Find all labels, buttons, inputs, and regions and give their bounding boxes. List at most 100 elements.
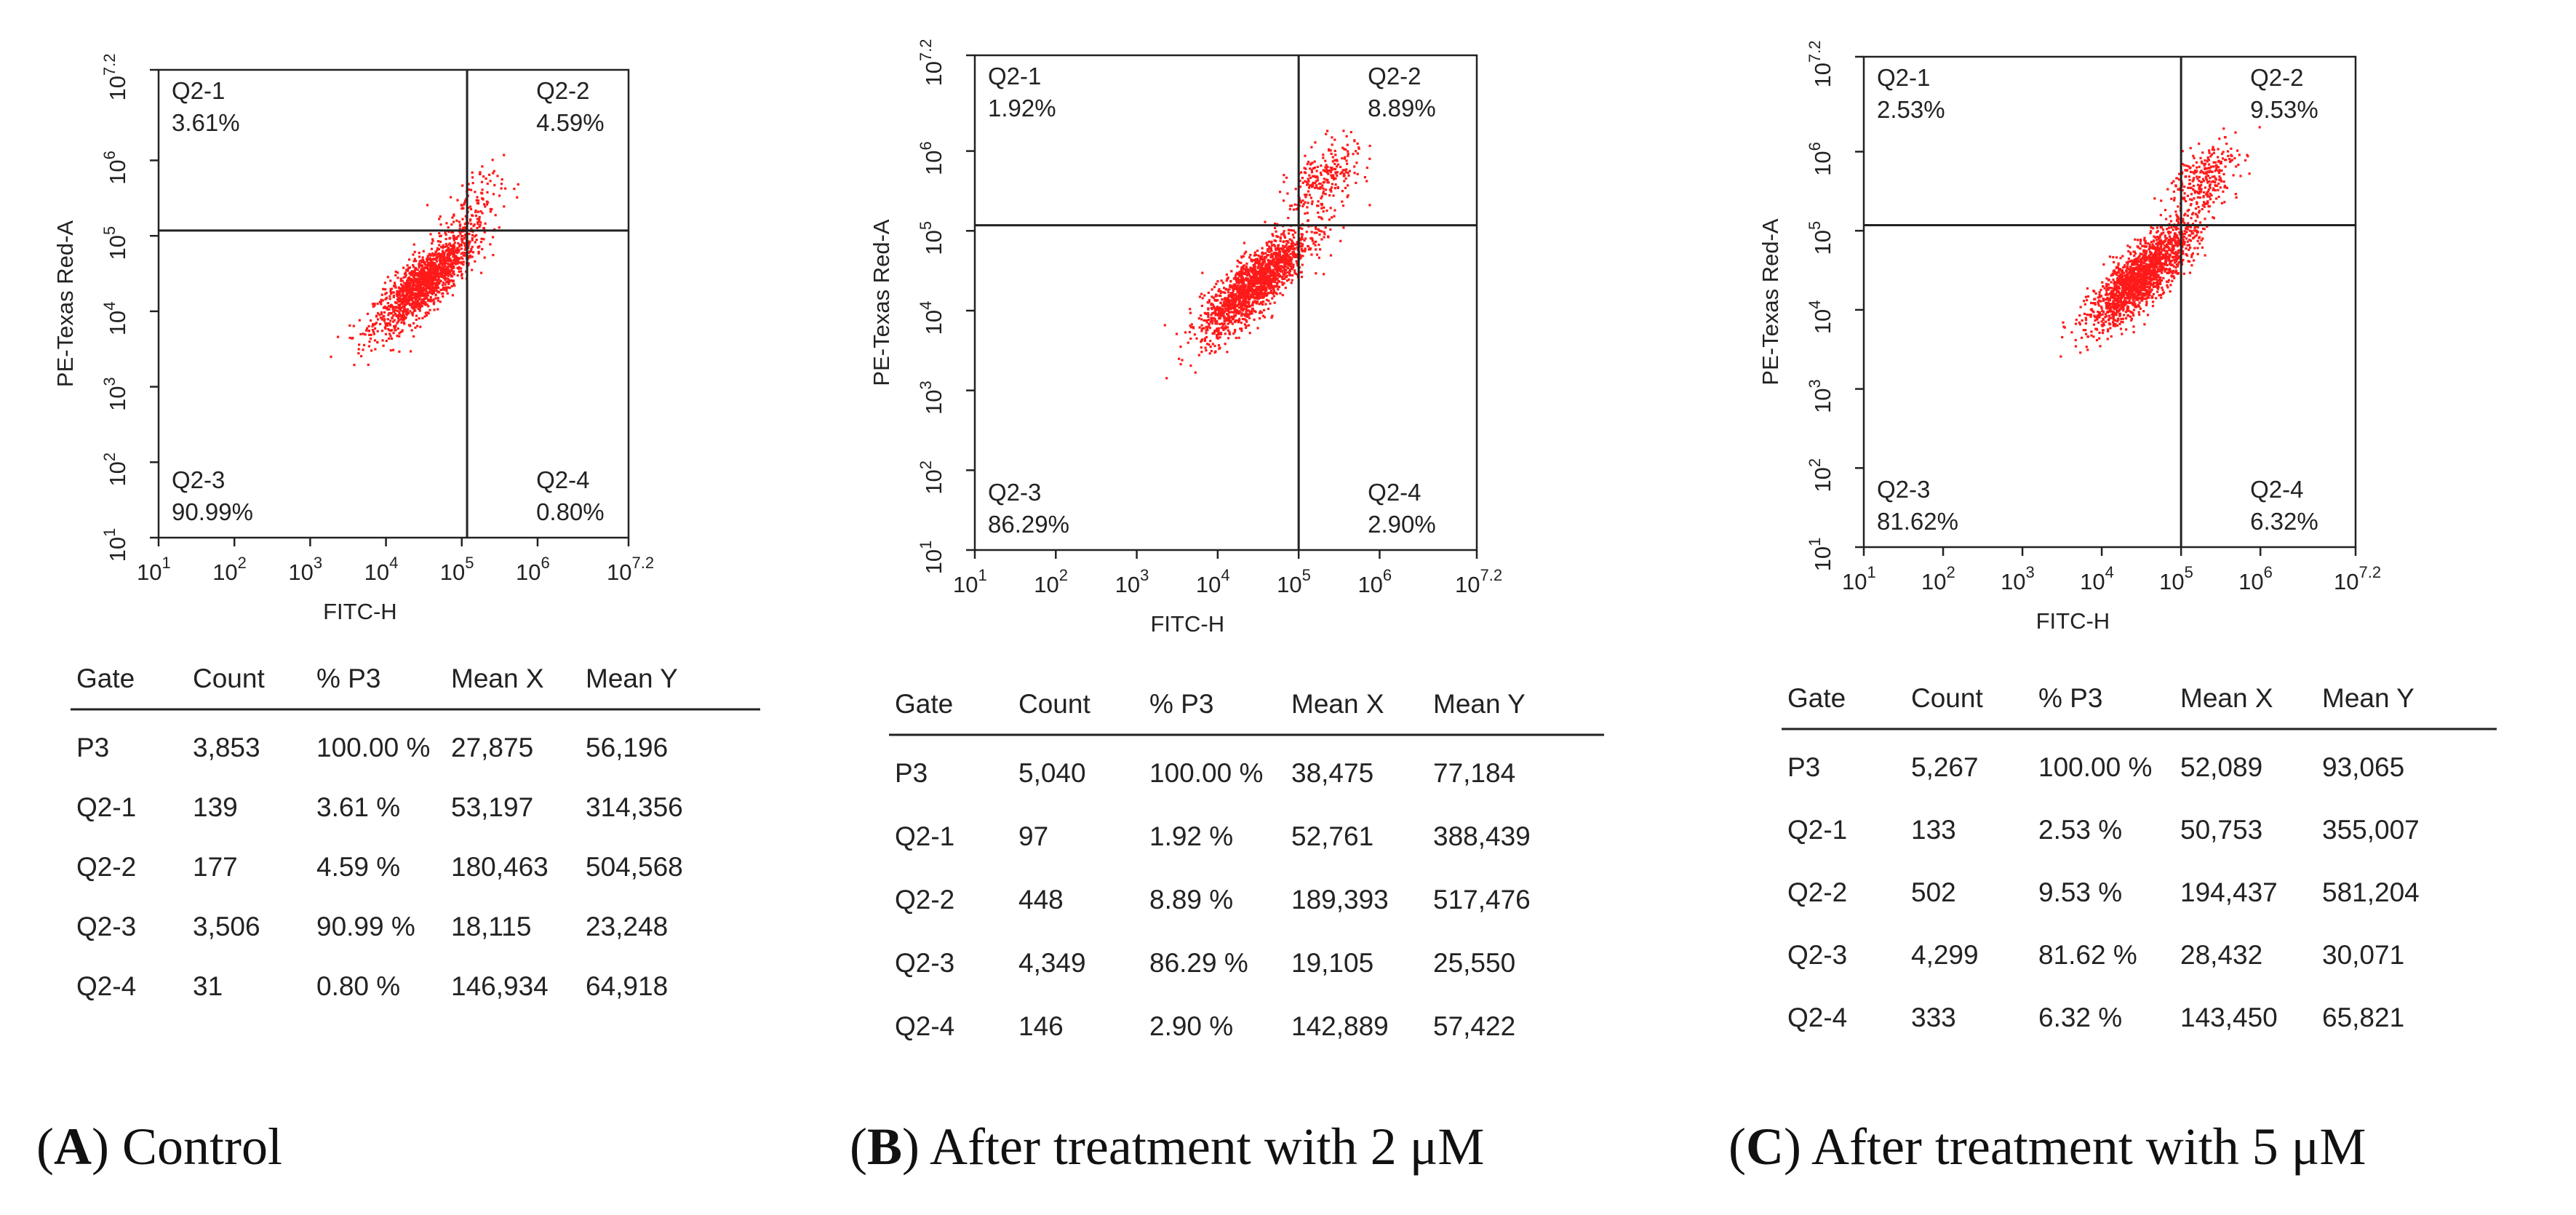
data-point	[1207, 311, 1210, 314]
data-point	[427, 282, 430, 285]
data-point	[1213, 317, 1216, 321]
data-point	[2160, 296, 2163, 299]
data-point	[1323, 236, 1325, 239]
data-point	[1281, 244, 1285, 247]
data-point	[1326, 166, 1329, 169]
data-point	[403, 272, 407, 276]
data-point	[434, 282, 436, 285]
data-point	[1240, 314, 1243, 317]
data-point	[2194, 235, 2197, 238]
data-point	[2201, 237, 2204, 240]
data-point	[1200, 351, 1203, 354]
data-point	[2116, 276, 2119, 279]
data-point	[450, 244, 453, 248]
data-point	[431, 284, 434, 287]
data-point	[428, 273, 431, 276]
data-point	[1266, 254, 1269, 257]
data-point	[2139, 247, 2142, 250]
data-point	[1245, 277, 1248, 280]
data-point	[481, 212, 484, 215]
data-point	[2136, 268, 2139, 271]
data-point	[464, 236, 467, 239]
data-point	[396, 298, 399, 301]
data-point	[426, 279, 429, 282]
data-point	[2127, 309, 2130, 312]
data-point	[1200, 292, 1203, 295]
data-point	[1218, 288, 1221, 291]
data-point	[516, 196, 519, 199]
data-point	[1248, 280, 1251, 283]
data-point	[2130, 301, 2133, 304]
data-point	[1330, 152, 1333, 155]
data-point	[2104, 298, 2107, 301]
quadrant-percent: 86.29%	[988, 511, 1069, 538]
data-point	[2107, 328, 2110, 331]
data-point	[391, 316, 394, 320]
table-cell: 86.29 %	[1149, 948, 1248, 978]
data-point	[410, 290, 413, 292]
data-point	[1285, 243, 1288, 246]
data-point	[1280, 268, 1283, 271]
data-point	[2178, 231, 2181, 234]
data-point	[436, 285, 439, 288]
data-point	[403, 307, 406, 310]
data-point	[1228, 332, 1231, 335]
data-point	[394, 285, 397, 288]
data-point	[2124, 266, 2126, 268]
data-point	[388, 337, 391, 340]
data-point	[479, 241, 483, 244]
data-point	[476, 226, 479, 229]
panel-C: 101 102 103 104 105 106 107.210110210310410510…	[1728, 40, 2497, 1176]
data-point	[1333, 215, 1336, 218]
data-point	[429, 288, 432, 291]
data-point	[1307, 219, 1309, 223]
data-point	[1269, 282, 1272, 284]
data-point	[2112, 300, 2115, 304]
data-point	[1296, 246, 1299, 249]
data-point	[1245, 308, 1248, 311]
table-header: Count	[1018, 689, 1090, 719]
data-point	[1279, 259, 1282, 262]
data-point	[407, 284, 410, 287]
data-point	[433, 269, 436, 272]
data-point	[474, 210, 477, 214]
data-point	[1324, 188, 1328, 191]
data-point	[2203, 228, 2206, 231]
data-point	[1221, 310, 1224, 313]
data-point	[460, 267, 463, 270]
data-point	[1258, 303, 1261, 306]
data-point	[410, 274, 412, 276]
table-cell: 23,248	[586, 912, 668, 941]
data-point	[2161, 248, 2164, 251]
data-point	[391, 337, 394, 340]
data-point	[400, 298, 403, 300]
data-point	[1301, 249, 1304, 252]
data-point	[1234, 303, 1237, 306]
data-point	[420, 276, 423, 279]
data-point	[393, 311, 396, 314]
data-point	[2120, 306, 2123, 309]
data-point	[415, 267, 418, 270]
data-point	[471, 182, 474, 185]
data-point	[2156, 282, 2160, 285]
data-point	[1269, 280, 1272, 283]
data-point	[1239, 305, 1242, 308]
data-point	[1250, 270, 1253, 273]
data-point	[1268, 247, 1271, 250]
data-point	[2170, 274, 2173, 277]
data-point	[1259, 317, 1261, 320]
data-point	[451, 216, 454, 219]
data-point	[1280, 247, 1283, 250]
data-point	[2185, 231, 2188, 234]
data-point	[1320, 207, 1323, 210]
data-point	[415, 298, 418, 301]
data-point	[2121, 321, 2124, 324]
data-point	[422, 268, 425, 271]
data-point	[1255, 297, 1258, 300]
data-point	[448, 287, 451, 290]
data-point	[1293, 236, 1296, 239]
data-point	[2092, 335, 2095, 338]
data-point	[1273, 239, 1276, 242]
data-point	[379, 316, 383, 319]
data-point	[2115, 300, 2118, 303]
